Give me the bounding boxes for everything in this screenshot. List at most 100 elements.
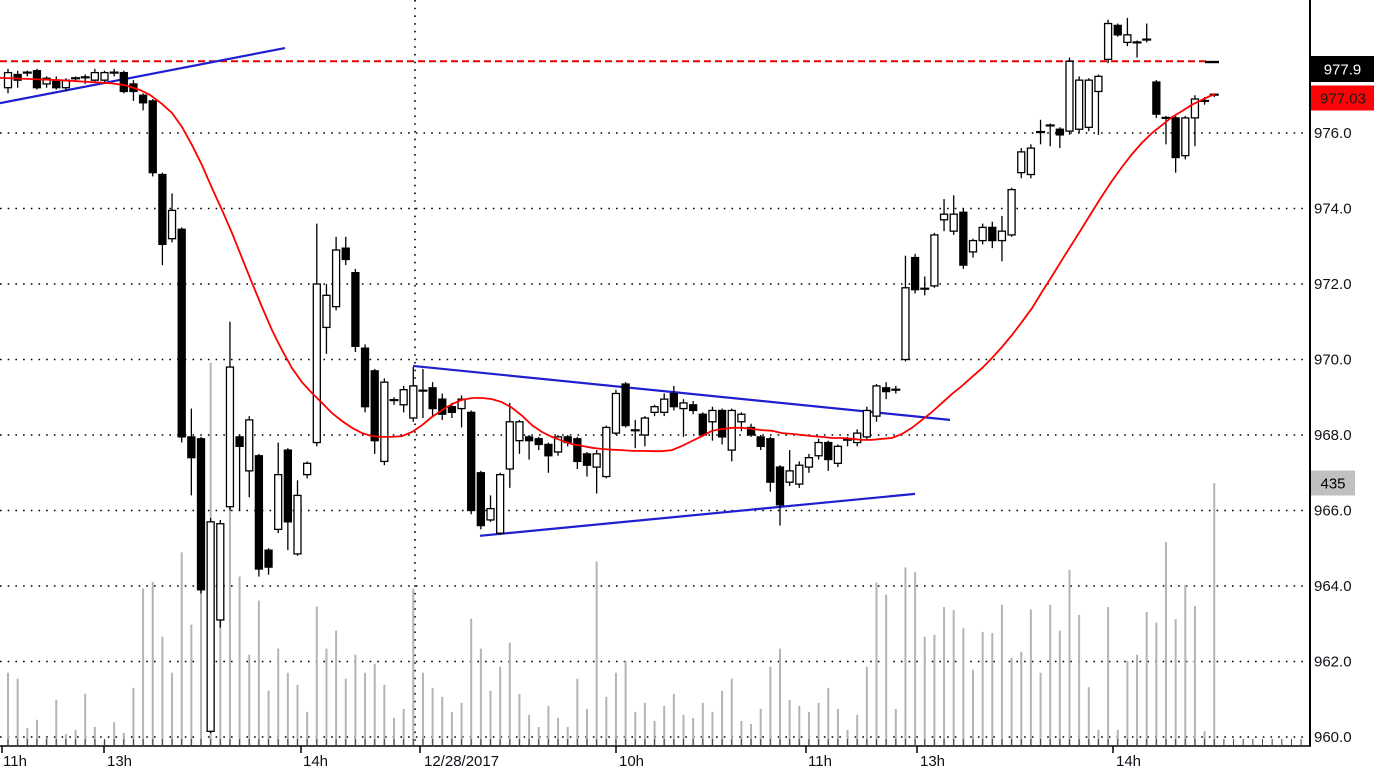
- candle-body-down: [988, 226, 997, 242]
- candle-body-down: [910, 256, 920, 291]
- trendline-1: [0, 46, 286, 105]
- candle-body-down: [428, 387, 437, 410]
- candle-body-up: [785, 470, 794, 483]
- candle-body-up: [495, 473, 505, 534]
- candle-body-down: [370, 370, 379, 442]
- candle-body-up: [872, 385, 881, 417]
- candle-body-down: [187, 436, 196, 459]
- candle-body-down: [1152, 81, 1161, 115]
- candle-body-down: [447, 406, 457, 413]
- candle-body-down: [351, 272, 360, 347]
- candle-body-down: [177, 228, 186, 438]
- candle-body-up: [216, 523, 225, 621]
- candle-body-down: [582, 453, 592, 466]
- candle-body-down: [1113, 24, 1122, 36]
- candle-body-down: [235, 436, 244, 447]
- candle-body-down: [766, 438, 775, 483]
- candle-body-down: [52, 79, 61, 89]
- candle-body-up: [650, 406, 659, 413]
- candle-body-up: [90, 71, 99, 81]
- moving-average-line: [0, 77, 1216, 453]
- last-value-marker-label: 977.03: [1320, 91, 1366, 108]
- candle-body-up: [602, 426, 611, 478]
- y-axis-tick-label[interactable]: 964.0: [1314, 578, 1352, 595]
- y-axis-tick-label[interactable]: 968.0: [1314, 427, 1352, 444]
- x-axis-tick-label[interactable]: 14h: [303, 753, 328, 770]
- candle-body-down: [438, 398, 447, 415]
- candle-body-up: [1065, 60, 1074, 132]
- candle-body-down: [775, 466, 785, 506]
- x-axis-tick-label[interactable]: 14h: [1116, 753, 1141, 770]
- candle-body-up: [1075, 79, 1084, 130]
- candle-body-up: [862, 409, 871, 438]
- candle-body-down: [698, 413, 707, 436]
- candle-body-up: [1017, 151, 1026, 174]
- candle-body-up: [833, 445, 843, 464]
- candle-body-up: [225, 366, 235, 508]
- candle-body-up: [380, 381, 389, 463]
- candle-body-up: [968, 239, 978, 253]
- candle-body-down: [467, 411, 476, 512]
- candle-body-up: [1094, 75, 1103, 93]
- candle-body-up: [804, 456, 814, 468]
- y-axis-tick-label[interactable]: 976.0: [1314, 125, 1352, 142]
- session-high-marker-label: 977.9: [1324, 62, 1362, 79]
- candle-body-down: [756, 436, 765, 447]
- candle-body-up: [100, 71, 109, 81]
- x-axis-tick-label[interactable]: 11h: [808, 753, 832, 770]
- candle-body-up: [949, 213, 958, 232]
- candle-body-up: [206, 521, 215, 732]
- x-axis-tick-label[interactable]: 11h: [3, 753, 27, 770]
- candle-body-down: [148, 100, 157, 174]
- candle-body-up: [978, 226, 987, 242]
- candle-body-down: [264, 549, 273, 568]
- candle-body-down: [669, 392, 678, 408]
- candle-body-up: [640, 417, 650, 436]
- x-axis-tick-label[interactable]: 13h: [107, 753, 132, 770]
- candle-body-up: [1026, 147, 1036, 176]
- candle-body-up: [1007, 188, 1016, 236]
- candle-body-up: [3, 71, 13, 89]
- candle-body-up: [939, 213, 949, 221]
- candle-body-up: [515, 421, 524, 442]
- candle-body-down: [717, 409, 727, 438]
- candle-body-down: [746, 426, 756, 436]
- candle-body-down: [196, 438, 206, 591]
- candle-body-down: [621, 383, 630, 427]
- candle-body-up: [331, 249, 341, 308]
- candle-body-up: [611, 392, 621, 434]
- candle-body-up: [795, 464, 804, 485]
- x-axis-tick-label[interactable]: 12/28/2017: [424, 753, 499, 770]
- candle-body-up: [853, 432, 862, 444]
- candle-body-up: [312, 283, 321, 444]
- candle-body-up: [293, 494, 302, 555]
- candle-body-down: [1055, 128, 1064, 136]
- y-axis-tick-label[interactable]: 960.0: [1314, 729, 1352, 746]
- current-volume-marker-box: [1311, 470, 1355, 496]
- candle-body-down: [138, 94, 148, 104]
- candle-body-up: [1103, 22, 1113, 61]
- y-axis-tick-label[interactable]: 966.0: [1314, 503, 1352, 520]
- candle-body-up: [1123, 34, 1132, 44]
- candle-body-down: [959, 211, 968, 266]
- x-axis-tick-label[interactable]: 13h: [920, 753, 945, 770]
- y-axis-tick-label[interactable]: 970.0: [1314, 352, 1352, 369]
- candle-body-down: [524, 436, 534, 442]
- y-axis-tick-label[interactable]: 962.0: [1314, 654, 1352, 671]
- x-axis-tick-label[interactable]: 10h: [619, 753, 644, 770]
- candle-body-down: [882, 387, 891, 393]
- candle-body-up: [274, 473, 283, 531]
- candle-body-up: [727, 409, 736, 451]
- y-axis-tick-label[interactable]: 974.0: [1314, 201, 1352, 218]
- candle-body-up: [553, 436, 563, 453]
- candle-body-up: [322, 294, 331, 329]
- candle-body-down: [1171, 117, 1180, 159]
- y-axis-tick-label[interactable]: 972.0: [1314, 276, 1352, 293]
- candle-body-up: [660, 398, 669, 414]
- candle-body-down: [283, 449, 293, 523]
- candle-body-up: [930, 234, 939, 287]
- candle-body-down: [476, 472, 486, 527]
- candle-body-up: [399, 389, 408, 406]
- candle-body-down: [573, 438, 582, 463]
